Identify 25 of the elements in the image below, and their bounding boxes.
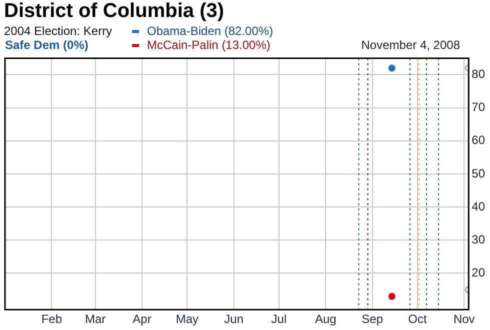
y-tick-label: 60 [472, 133, 486, 148]
legend-label: Obama-Biden (82.00%) [147, 24, 274, 38]
text: Safe Dem (0%) [5, 38, 88, 52]
y-tick-label: 40 [472, 199, 486, 214]
text: November 4, 2008 [361, 38, 460, 52]
x-tick-label: Nov [453, 312, 475, 326]
x-tick-label: Jun [224, 312, 244, 326]
y-tick-label: 30 [472, 232, 486, 246]
chart-subtitle: 2004 Election: Kerry [4, 24, 112, 38]
x-tick-label: May [176, 312, 198, 326]
x-tick-label: Oct [408, 312, 428, 326]
x-tick-label: Apr [132, 312, 152, 326]
x-tick-label: Jul [271, 312, 287, 326]
x-tick-label: Aug [314, 312, 336, 326]
point [388, 292, 396, 300]
y-tick-label: 50 [472, 166, 486, 180]
y-tick-label: 20 [472, 266, 486, 280]
legend-label: McCain-Palin (13.00%) [147, 38, 270, 52]
x-tick-label: Feb [41, 312, 62, 326]
chart-title: District of Columbia (3) [4, 0, 224, 23]
point [388, 64, 396, 72]
x-tick-label: Mar [84, 312, 106, 326]
y-tick-label: 70 [472, 100, 486, 114]
y-tick-label: 80 [472, 67, 486, 82]
x-tick-label: Sep [362, 312, 384, 326]
